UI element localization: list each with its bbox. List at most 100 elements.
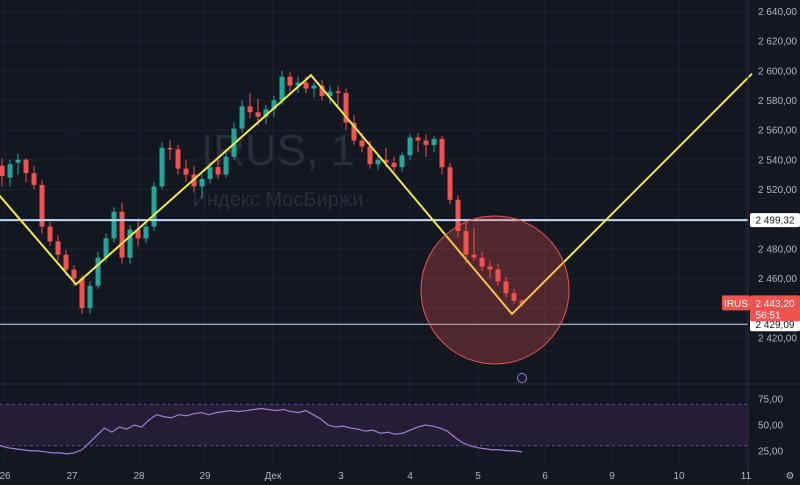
candle-body [295, 82, 301, 86]
candle-body [223, 156, 229, 175]
candle-body [383, 159, 389, 163]
candle-body [367, 146, 373, 165]
grid [0, 0, 800, 464]
ticker-label: IRUS [724, 299, 748, 310]
candle-body [255, 112, 261, 117]
rsi-tick-label: 75,00 [758, 395, 783, 406]
candle-body [415, 137, 421, 141]
candle-body [327, 91, 333, 96]
line-price-label: 2 499,32 [756, 216, 795, 227]
candle-body [439, 138, 445, 168]
price-tick-label: 2 560,00 [758, 126, 797, 137]
time-tick-label: 3 [338, 471, 344, 482]
candle-body [335, 91, 341, 93]
candle-body [167, 147, 173, 150]
candle-body [511, 293, 517, 301]
rsi-band [0, 404, 748, 446]
price-tick-label: 2 520,00 [758, 185, 797, 196]
candle-body [79, 278, 85, 309]
candle-body [31, 173, 37, 185]
candle-body [503, 281, 509, 294]
candle-body [15, 159, 21, 163]
price-tick-label: 2 460,00 [758, 274, 797, 285]
price-tick-label: 2 640,00 [758, 7, 797, 18]
candle-body [103, 238, 109, 258]
line-price-label: 2 429,09 [756, 320, 795, 331]
candlesticks [0, 70, 525, 315]
candle-body [0, 165, 5, 177]
candle-body [519, 300, 525, 304]
rsi-tick-label: 50,00 [758, 421, 783, 432]
alert-icon [517, 373, 527, 383]
candle-body [39, 184, 45, 227]
candle-body [319, 85, 325, 96]
candle-body [47, 226, 53, 242]
candle-body [143, 226, 149, 239]
time-tick-label: 5 [475, 471, 481, 482]
candle-body [455, 199, 461, 231]
line-price-box [750, 213, 800, 228]
time-axis[interactable]: 26 27 28 29 Дек 3 4 5 6 9 10 11 ⚙ [0, 471, 795, 482]
candle-body [271, 100, 277, 110]
candle-body [479, 257, 485, 267]
candle-body [111, 211, 117, 239]
candle-body [351, 122, 357, 141]
time-tick-label: 28 [133, 471, 145, 482]
candle-body [391, 162, 397, 168]
candle-body [287, 76, 293, 86]
candle-body [71, 269, 77, 279]
candle-body [207, 167, 213, 180]
candle-body [199, 179, 205, 187]
candle-body [87, 285, 93, 309]
candle-body [399, 155, 405, 168]
candle-body [311, 85, 317, 89]
candle-body [127, 229, 133, 258]
time-tick-label: 6 [542, 471, 548, 482]
countdown-label: 56:51 [755, 310, 780, 321]
candle-body [23, 159, 29, 174]
candle-body [215, 167, 221, 175]
candle-body [471, 254, 477, 258]
price-tick-label: 2 580,00 [758, 96, 797, 107]
time-tick-label: 10 [673, 471, 685, 482]
candle-body [239, 106, 245, 129]
candle-body [95, 257, 101, 286]
price-axis[interactable]: 2 640,00 2 620,00 2 600,00 2 580,00 2 560,00… [747, 0, 797, 485]
price-tick-label: 2 540,00 [758, 155, 797, 166]
support-lines [0, 219, 748, 325]
candle-body [63, 254, 69, 270]
candle-body [263, 109, 269, 117]
highlight-circle [420, 215, 570, 383]
price-tick-label: 2 620,00 [758, 37, 797, 48]
watermark-name: Индекс МосБиржи [193, 189, 364, 211]
time-tick-label: 27 [66, 471, 78, 482]
price-tick-label: 2 600,00 [758, 66, 797, 77]
candle-body [495, 269, 501, 282]
rsi-tick-label: 25,00 [758, 446, 783, 457]
candle-body [487, 266, 493, 270]
price-tick-label: 2 480,00 [758, 244, 797, 255]
candle-body [159, 147, 165, 187]
current-price-box [750, 295, 800, 322]
ticker-badge [722, 295, 750, 311]
settings-icon: ⚙ [786, 471, 795, 482]
highlight-circle-shape [420, 215, 570, 365]
candle-body [55, 241, 61, 255]
time-tick-label: 11 [741, 471, 752, 482]
candle-body [135, 229, 141, 239]
time-tick-label: 9 [609, 471, 615, 482]
candle-body [151, 186, 157, 227]
candle-body [375, 159, 381, 165]
time-tick-label: Дек [265, 471, 282, 482]
zigzag-pattern [0, 73, 753, 316]
price-tick-label: 2 420,00 [758, 333, 797, 344]
candle-body [359, 140, 365, 147]
candle-body [175, 149, 181, 169]
candle-body [183, 168, 189, 175]
candle-body [447, 167, 453, 200]
current-price-label: 2 443,20 [756, 299, 795, 310]
candle-body [423, 140, 429, 145]
candle-body [343, 93, 349, 123]
